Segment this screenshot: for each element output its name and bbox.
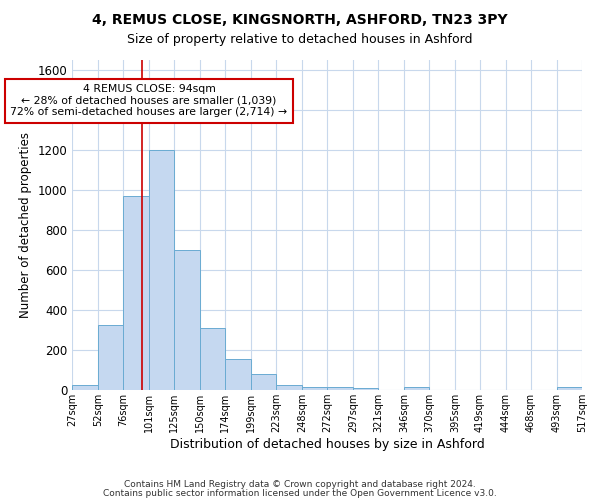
Bar bbox=[98, 325, 123, 390]
Bar bbox=[174, 250, 200, 390]
Text: Size of property relative to detached houses in Ashford: Size of property relative to detached ho… bbox=[127, 32, 473, 46]
Bar bbox=[353, 388, 378, 390]
Y-axis label: Number of detached properties: Number of detached properties bbox=[19, 132, 32, 318]
Text: Contains public sector information licensed under the Open Government Licence v3: Contains public sector information licen… bbox=[103, 489, 497, 498]
Bar bbox=[123, 196, 149, 390]
Bar bbox=[302, 387, 327, 390]
Bar bbox=[72, 385, 98, 390]
Bar bbox=[404, 387, 429, 390]
Bar bbox=[200, 328, 225, 390]
Bar bbox=[149, 150, 174, 390]
Bar bbox=[557, 387, 582, 390]
Bar bbox=[225, 359, 251, 390]
Text: 4 REMUS CLOSE: 94sqm
← 28% of detached houses are smaller (1,039)
72% of semi-de: 4 REMUS CLOSE: 94sqm ← 28% of detached h… bbox=[10, 84, 287, 117]
X-axis label: Distribution of detached houses by size in Ashford: Distribution of detached houses by size … bbox=[170, 438, 484, 451]
Bar bbox=[327, 387, 353, 390]
Bar bbox=[276, 385, 302, 390]
Text: 4, REMUS CLOSE, KINGSNORTH, ASHFORD, TN23 3PY: 4, REMUS CLOSE, KINGSNORTH, ASHFORD, TN2… bbox=[92, 12, 508, 26]
Bar bbox=[251, 374, 276, 390]
Text: Contains HM Land Registry data © Crown copyright and database right 2024.: Contains HM Land Registry data © Crown c… bbox=[124, 480, 476, 489]
